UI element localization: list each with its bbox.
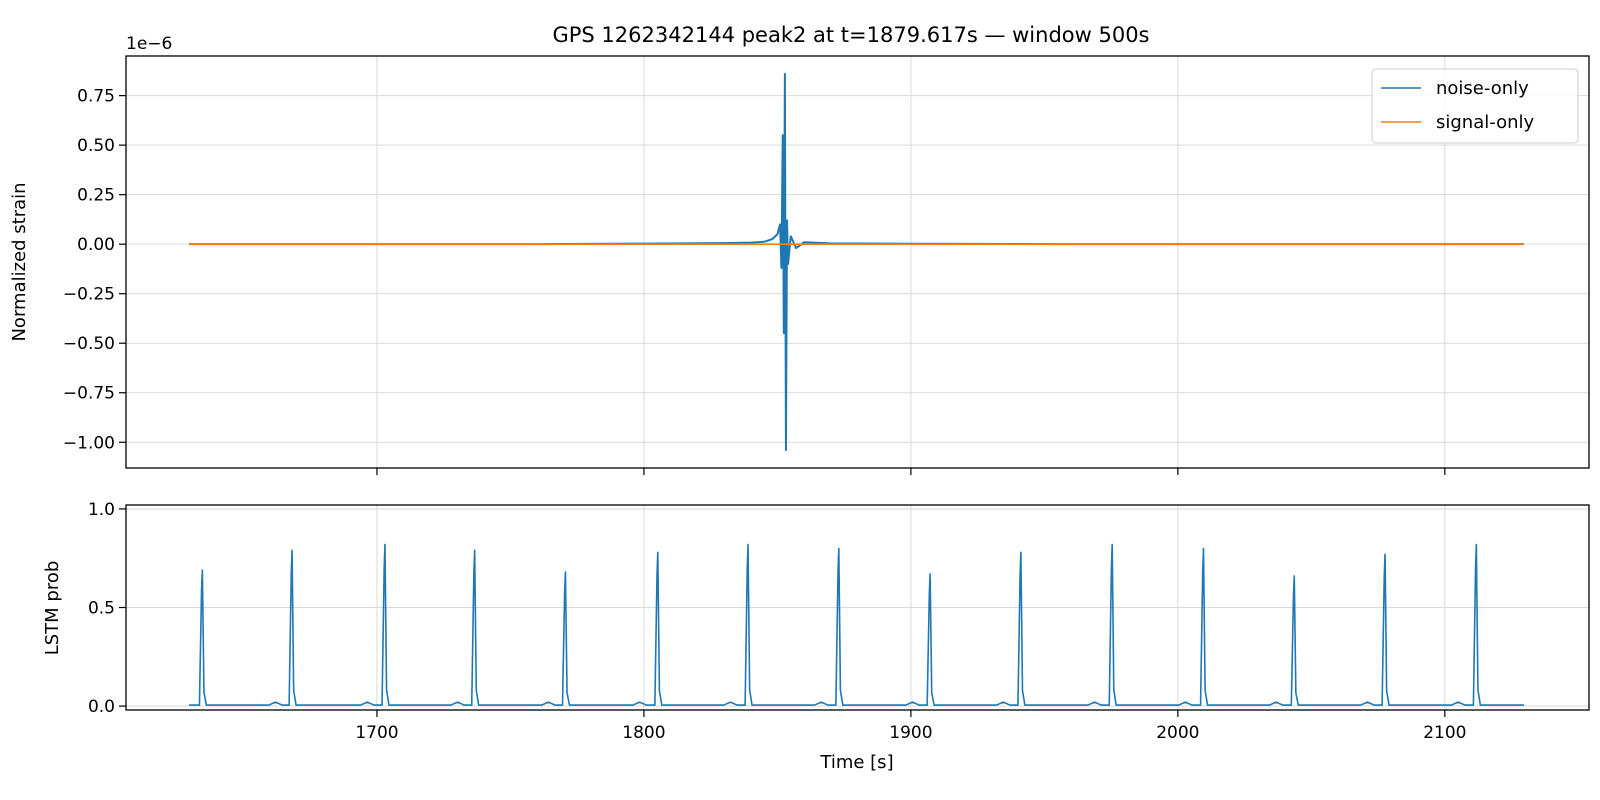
x-axis-label: Time [s] bbox=[819, 752, 893, 773]
lstm-panel: 0.0 0.5 1.0 1700 1800 1900 2000 2100 LSTM prob… bbox=[42, 500, 1590, 773]
lstm-y-ticks: 0.0 0.5 1.0 bbox=[88, 500, 126, 717]
strain-axes-frame bbox=[125, 55, 1590, 469]
strain-y-ticks: 0.75 0.50 0.25 0.00 −0.25 −0.50 −0.75 −1.00 bbox=[63, 87, 126, 453]
lstm-y-tick-label: 1.0 bbox=[88, 500, 115, 520]
strain-y-axis-label: Normalized strain bbox=[9, 182, 30, 341]
lstm-x-ticks: 1700 1800 1900 2000 2100 bbox=[355, 710, 1466, 743]
lstm-y-tick-label: 0.0 bbox=[88, 697, 115, 717]
strain-panel: 0.75 0.50 0.25 0.00 −0.25 −0.50 −0.75 −1.00 1e−… bbox=[9, 34, 1590, 475]
lstm-y-axis-label: LSTM prob bbox=[42, 561, 63, 656]
chart-title: GPS 1262342144 peak2 at t=1879.617s — wi… bbox=[552, 23, 1149, 47]
lstm-prob-line bbox=[189, 543, 1524, 706]
x-tick-label: 2000 bbox=[1156, 723, 1199, 743]
strain-offset-text: 1e−6 bbox=[126, 34, 172, 54]
strain-y-tick-label: 0.50 bbox=[77, 136, 115, 156]
lstm-grid bbox=[126, 505, 1589, 710]
legend-label-signal-only: signal-only bbox=[1436, 112, 1534, 133]
x-tick-label: 2100 bbox=[1423, 723, 1466, 743]
strain-series bbox=[189, 72, 1524, 452]
strain-y-tick-label: 0.00 bbox=[77, 235, 115, 255]
strain-y-tick-label: −0.25 bbox=[63, 285, 115, 305]
lstm-y-tick-label: 0.5 bbox=[88, 599, 115, 619]
strain-y-tick-label: 0.75 bbox=[77, 87, 115, 107]
strain-y-tick-label: 0.25 bbox=[77, 186, 115, 206]
x-tick-label: 1800 bbox=[622, 723, 665, 743]
legend-box bbox=[1371, 68, 1579, 144]
strain-y-tick-label: −1.00 bbox=[63, 433, 115, 453]
strain-y-tick-label: −0.75 bbox=[63, 384, 115, 404]
strain-y-tick-label: −0.50 bbox=[63, 334, 115, 354]
strain-x-ticks bbox=[376, 468, 1446, 475]
x-tick-label: 1900 bbox=[889, 723, 932, 743]
lstm-series bbox=[189, 543, 1524, 706]
legend-label-noise-only: noise-only bbox=[1436, 78, 1529, 99]
legend: noise-only signal-only bbox=[1371, 68, 1579, 144]
x-tick-label: 1700 bbox=[355, 723, 398, 743]
